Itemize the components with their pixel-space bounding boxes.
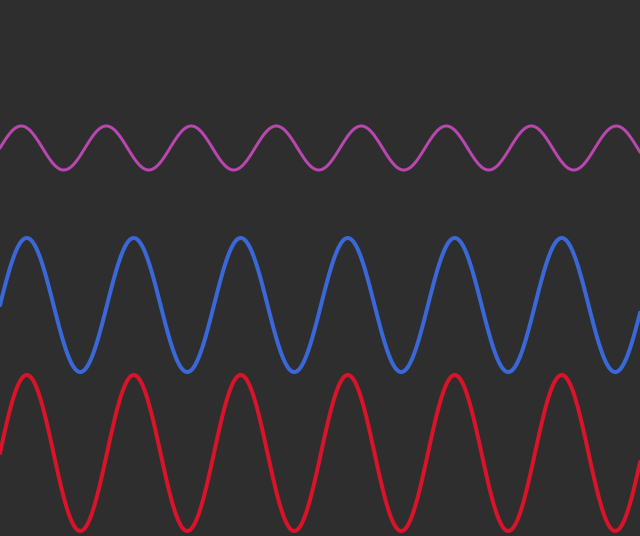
- wave-svg: [0, 0, 640, 536]
- wave-chart: [0, 0, 640, 536]
